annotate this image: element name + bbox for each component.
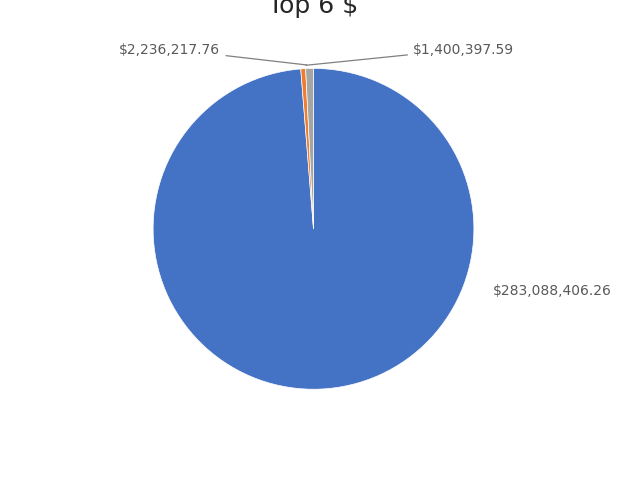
Wedge shape	[301, 69, 314, 229]
Title: Top 6 $: Top 6 $	[268, 0, 359, 18]
Wedge shape	[153, 69, 474, 389]
Text: $283,088,406.26: $283,088,406.26	[493, 283, 612, 297]
Text: $2,236,217.76: $2,236,217.76	[119, 43, 307, 66]
Text: $1,400,397.59: $1,400,397.59	[306, 43, 514, 66]
Wedge shape	[305, 69, 314, 229]
